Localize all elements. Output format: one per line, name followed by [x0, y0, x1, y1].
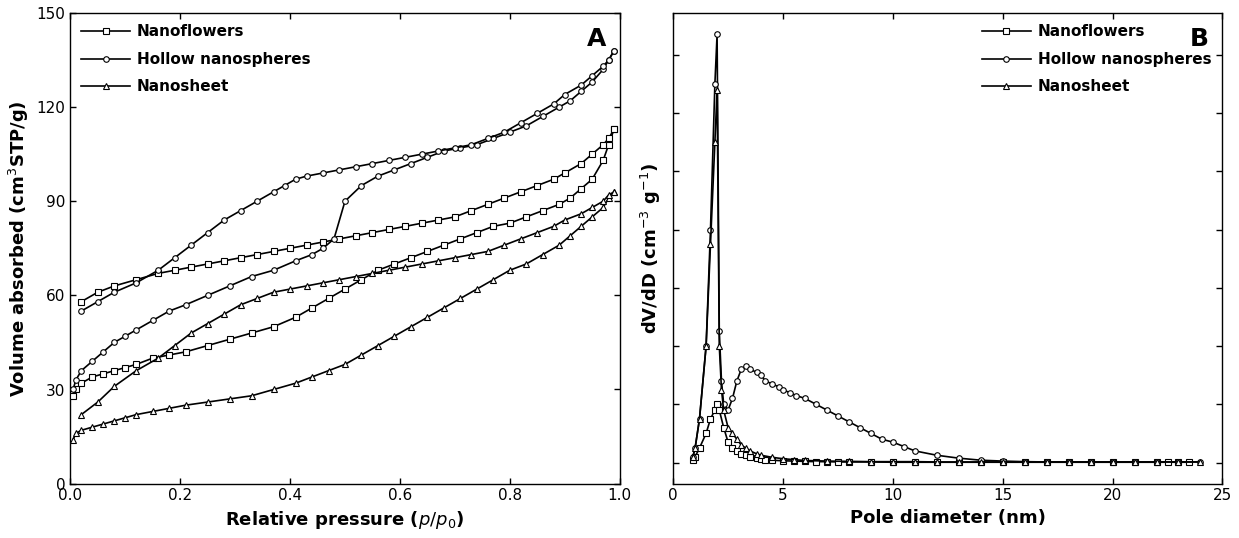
X-axis label: Relative pressure ($p/p_{0}$): Relative pressure ($p/p_{0}$) — [225, 509, 465, 531]
X-axis label: Pole diameter (nm): Pole diameter (nm) — [850, 509, 1046, 527]
Y-axis label: dV/dD (cm$^{-3}$ g$^{-1}$): dV/dD (cm$^{-3}$ g$^{-1}$) — [638, 162, 663, 334]
Y-axis label: Volume absorbed (cm$^{3}$STP/g): Volume absorbed (cm$^{3}$STP/g) — [7, 100, 31, 397]
Legend: Nanoflowers, Hollow nanospheres, Nanosheet: Nanoflowers, Hollow nanospheres, Nanoshe… — [77, 20, 315, 98]
Legend: Nanoflowers, Hollow nanospheres, Nanosheet: Nanoflowers, Hollow nanospheres, Nanoshe… — [978, 20, 1215, 98]
Text: A: A — [586, 27, 606, 51]
Text: B: B — [1189, 27, 1208, 51]
